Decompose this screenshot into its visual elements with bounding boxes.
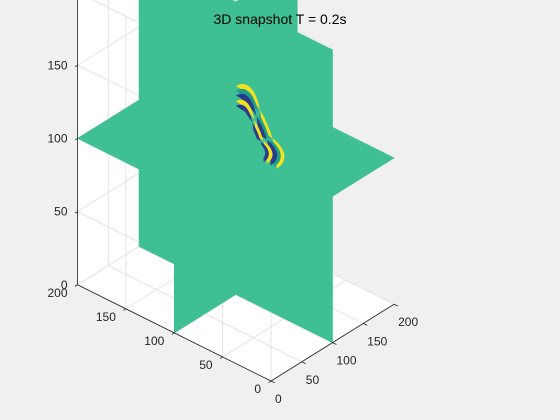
y-tick-mark — [171, 332, 175, 335]
wavefront — [235, 84, 285, 169]
x-tick-mark — [363, 323, 368, 326]
z-tick-label: 50 — [54, 205, 68, 219]
x-tick-label: 50 — [306, 373, 320, 387]
slice-z-front — [235, 109, 395, 197]
wavefront-ring-4 — [235, 104, 269, 162]
y-tick-label: 200 — [47, 286, 67, 300]
x-tick-label: 0 — [275, 392, 282, 406]
x-tick-label: 200 — [398, 315, 418, 329]
z-tick-mark — [74, 211, 78, 214]
y-tick-label: 0 — [254, 382, 261, 396]
y-tick-mark — [219, 356, 223, 359]
wavefront-ring-3 — [235, 99, 273, 164]
x-tick-label: 100 — [337, 354, 357, 368]
y-tick-labels: 0 50 100 150 200 — [47, 286, 261, 396]
z-tick-label: 100 — [47, 131, 67, 145]
x-tick-mark — [301, 361, 306, 365]
x-tick-mark — [270, 380, 276, 384]
z-tick-mark — [74, 64, 78, 68]
z-tick-mark — [74, 284, 78, 287]
wavefront-ring-2 — [235, 93, 278, 166]
y-tick-mark — [123, 308, 127, 311]
x-tick-mark — [332, 342, 337, 345]
chart-title: 3D snapshot T = 0.2s — [214, 11, 347, 27]
z-tick-label: 0 — [61, 278, 68, 292]
slice-planes — [76, 0, 395, 344]
x-tick-labels: 0 50 100 150 200 — [275, 315, 418, 406]
wavefront-ring-5 — [235, 109, 266, 161]
z-tick-mark — [74, 138, 78, 141]
y-tick-label: 100 — [144, 334, 164, 348]
x-tick-label: 150 — [367, 334, 387, 348]
x-tick-mark — [393, 303, 399, 307]
z-tick-label: 150 — [47, 58, 67, 72]
y-tick-label: 150 — [96, 310, 116, 324]
y-tick-label: 50 — [199, 358, 213, 372]
x-axis-line — [270, 303, 395, 382]
axis-lines — [74, 0, 399, 384]
y-tick-mark — [268, 380, 272, 383]
